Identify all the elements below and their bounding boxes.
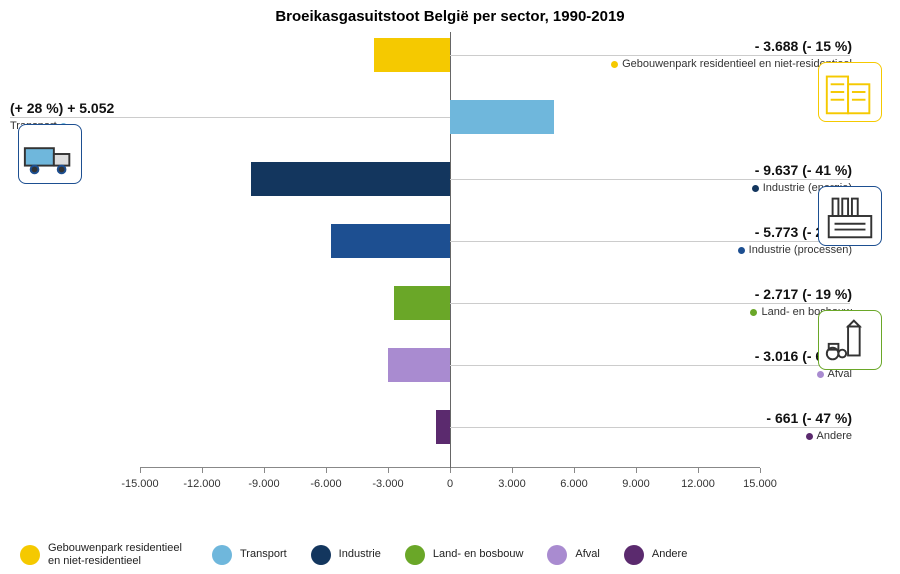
category-label-andere: Andere [806, 430, 852, 442]
bar-transport [450, 100, 554, 134]
bar-industrie-processen [331, 224, 450, 258]
plot: -15.000-12.000-9.000-6.000-3.00003.0006.… [140, 32, 760, 468]
legend-item: Gebouwenpark residentieel en niet-reside… [20, 542, 188, 568]
legend-label: Andere [652, 548, 687, 561]
guide-line [450, 179, 850, 180]
tick [512, 468, 513, 473]
chart-row-transport: (+ 28 %) + 5.052Transport [140, 94, 760, 156]
factory-icon [818, 186, 882, 246]
tick-label: -6.000 [310, 478, 341, 490]
guide-line [450, 427, 850, 428]
tick [574, 468, 575, 473]
legend-item: Transport [212, 545, 287, 565]
tick [698, 468, 699, 473]
value-label-transport: (+ 28 %) + 5.052 [10, 100, 114, 116]
chart-row-gebouwen: - 3.688 (- 15 %)Gebouwenpark residentiee… [140, 32, 760, 94]
chart-row-land-bosbouw: - 2.717 (- 19 %)Land- en bosbouw [140, 280, 760, 342]
chart-area: -15.000 -12.000 -9.000 -6.000 -3.000 0 3.000 6.… [0, 32, 900, 492]
guide-line [450, 241, 850, 242]
tick [140, 468, 141, 473]
legend-label: Industrie [339, 548, 381, 561]
legend-swatch [624, 545, 644, 565]
guide-line [10, 117, 450, 118]
legend: Gebouwenpark residentieel en niet-reside… [0, 542, 900, 568]
chart-title: Broeikasgasuitstoot België per sector, 1… [0, 0, 900, 25]
legend-swatch [311, 545, 331, 565]
building-icon [818, 62, 882, 122]
legend-item: Land- en bosbouw [405, 545, 524, 565]
tick [388, 468, 389, 473]
tick [760, 468, 761, 473]
legend-swatch [405, 545, 425, 565]
chart-row-afval: - 3.016 (- 69 %)Afval [140, 342, 760, 404]
tick [202, 468, 203, 473]
truck-icon [18, 124, 82, 184]
legend-swatch [547, 545, 567, 565]
legend-item: Industrie [311, 545, 381, 565]
tick-label: 6.000 [560, 478, 588, 490]
legend-swatch [212, 545, 232, 565]
tick [326, 468, 327, 473]
legend-item: Andere [624, 545, 687, 565]
tick-label: 9.000 [622, 478, 650, 490]
tick [264, 468, 265, 473]
bar-andere [436, 410, 450, 444]
tick-label: -3.000 [372, 478, 403, 490]
tick-label: -12.000 [183, 478, 220, 490]
tick-label: -15.000 [121, 478, 158, 490]
guide-line [450, 365, 850, 366]
bar-industrie-energie [251, 162, 450, 196]
value-label-land-bosbouw: - 2.717 (- 19 %) [755, 286, 852, 302]
chart-row-industrie-energie: - 9.637 (- 41 %)Industrie (energie) [140, 156, 760, 218]
tick-label: 15.000 [743, 478, 777, 490]
category-label-gebouwen: Gebouwenpark residentieel en niet-reside… [611, 58, 852, 70]
value-label-gebouwen: - 3.688 (- 15 %) [755, 38, 852, 54]
legend-label: Gebouwenpark residentieel en niet-reside… [48, 542, 188, 568]
legend-label: Transport [240, 548, 287, 561]
tick-label: -9.000 [248, 478, 279, 490]
chart-row-industrie-processen: - 5.773 (- 22 %)Industrie (processen) [140, 218, 760, 280]
tick-label: 0 [447, 478, 453, 490]
legend-swatch [20, 545, 40, 565]
tick-label: 12.000 [681, 478, 715, 490]
guide-line [450, 303, 850, 304]
tick [450, 468, 451, 473]
guide-line [450, 55, 850, 56]
value-label-industrie-energie: - 9.637 (- 41 %) [755, 162, 852, 178]
bar-afval [388, 348, 450, 382]
bar-land-bosbouw [394, 286, 450, 320]
tick-label: 3.000 [498, 478, 526, 490]
legend-label: Afval [575, 548, 599, 561]
bar-gebouwen [374, 38, 450, 72]
legend-item: Afval [547, 545, 599, 565]
farm-icon [818, 310, 882, 370]
legend-label: Land- en bosbouw [433, 548, 524, 561]
tick [636, 468, 637, 473]
value-label-andere: - 661 (- 47 %) [766, 410, 852, 426]
chart-row-andere: - 661 (- 47 %)Andere [140, 404, 760, 466]
